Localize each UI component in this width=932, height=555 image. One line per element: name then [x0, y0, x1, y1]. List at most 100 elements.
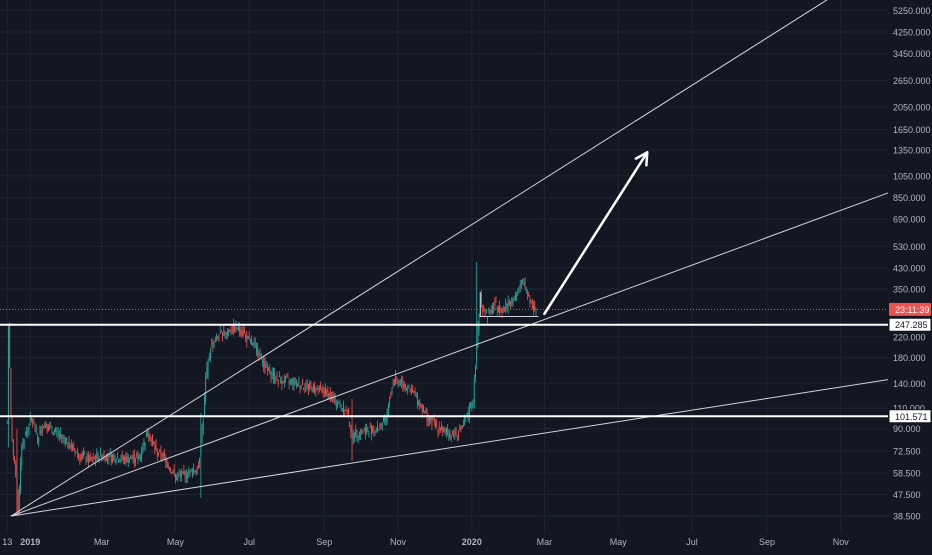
candle-body [502, 307, 504, 312]
candle-body [148, 433, 150, 439]
projection-arrow-head [634, 151, 649, 167]
candle-body [389, 400, 390, 403]
candle-body [380, 423, 382, 428]
candle-body [21, 445, 23, 466]
candle-body [450, 435, 452, 437]
candle-body [517, 291, 519, 296]
candle-body [311, 387, 313, 392]
candle-body [115, 459, 117, 463]
candle-body [366, 429, 367, 433]
candle-body [124, 457, 126, 462]
candle-body [143, 440, 145, 445]
candle-body [122, 456, 124, 460]
candle-body [302, 380, 303, 385]
candle-body [197, 466, 199, 468]
candle-body [125, 455, 127, 463]
candle-body [152, 435, 153, 442]
candle-body [404, 383, 406, 389]
candle-body [355, 429, 357, 438]
candle-body [199, 458, 201, 463]
y-tick-label: 140.000 [893, 379, 926, 389]
candle-body [271, 372, 273, 375]
candle-body [34, 425, 36, 432]
candle-body [287, 377, 289, 379]
candle-body [403, 384, 405, 387]
candle-body [392, 379, 394, 386]
candle-body [318, 385, 320, 390]
candle-body [29, 416, 31, 421]
time-axis-labels: 13 2019 Mar May Jul Sep Nov 2020 Mar May Jul Sep Nov [2, 537, 849, 547]
candle-body [39, 430, 41, 434]
candle-body [8, 328, 9, 424]
time-axis[interactable] [0, 532, 932, 550]
candle-body [56, 430, 58, 432]
candle-body [194, 471, 196, 473]
candle-body [275, 379, 277, 381]
x-tick-label: Nov [833, 537, 850, 547]
candle-body [173, 470, 175, 475]
candle-body [147, 434, 149, 437]
candle-body [516, 296, 518, 298]
candle-body [400, 384, 401, 386]
candle-body [533, 305, 534, 310]
candle-body [90, 455, 92, 459]
candle-body [54, 431, 55, 432]
candle-body [108, 453, 110, 460]
price-markers: 23:11:39 247.285 101.571 [888, 302, 932, 424]
candle-body [12, 439, 14, 455]
candle-body [219, 331, 221, 334]
candle-body [414, 390, 416, 394]
candle-body [217, 337, 219, 339]
candle-body [453, 434, 455, 437]
candle-body [75, 452, 77, 453]
candle-body [398, 381, 400, 384]
candle-body [243, 330, 245, 334]
candle-body [274, 372, 276, 380]
candle-body [38, 437, 40, 443]
candle-body [223, 329, 225, 336]
candle-body [229, 329, 231, 333]
candle-body [420, 405, 422, 407]
candle-body [11, 416, 13, 439]
candle-body [436, 423, 438, 427]
candle-body [31, 416, 32, 421]
candle-body [482, 306, 484, 313]
x-tick-label: Mar [537, 537, 553, 547]
candle-body [190, 468, 192, 471]
candle-body [326, 389, 328, 392]
candle-body [155, 444, 157, 450]
candle-body [91, 460, 93, 462]
candle-body [45, 421, 47, 428]
trend-line [10, 192, 889, 517]
candle-body [437, 429, 439, 433]
candle-body [33, 423, 35, 425]
candle-body [459, 427, 461, 431]
candle-body [84, 453, 86, 455]
candle-body [81, 453, 83, 459]
candle-body [467, 410, 469, 420]
y-tick-label: 1050.000 [893, 171, 931, 181]
candle-body [377, 425, 378, 430]
candle-body [348, 408, 349, 415]
candle-body [104, 459, 106, 461]
candle-body [494, 302, 496, 307]
price-axis-labels: 5250.000 4250.000 3450.000 2650.000 2050.000… [893, 6, 931, 522]
candle-body [110, 453, 112, 462]
candle-body [213, 342, 215, 344]
candle-body [89, 458, 90, 462]
candle-body [316, 385, 318, 388]
candle-body [291, 379, 292, 381]
candle-body [277, 379, 279, 384]
candle-body [435, 424, 436, 426]
candle-body [374, 430, 376, 434]
candle-body [401, 378, 403, 383]
candle-body [247, 336, 249, 339]
candle-body [528, 294, 530, 297]
candle-body [227, 331, 228, 335]
candle-body [478, 313, 480, 332]
price-axis[interactable] [888, 0, 932, 532]
y-tick-label: 3450.000 [893, 49, 931, 59]
x-tick-label: 2019 [20, 537, 40, 547]
